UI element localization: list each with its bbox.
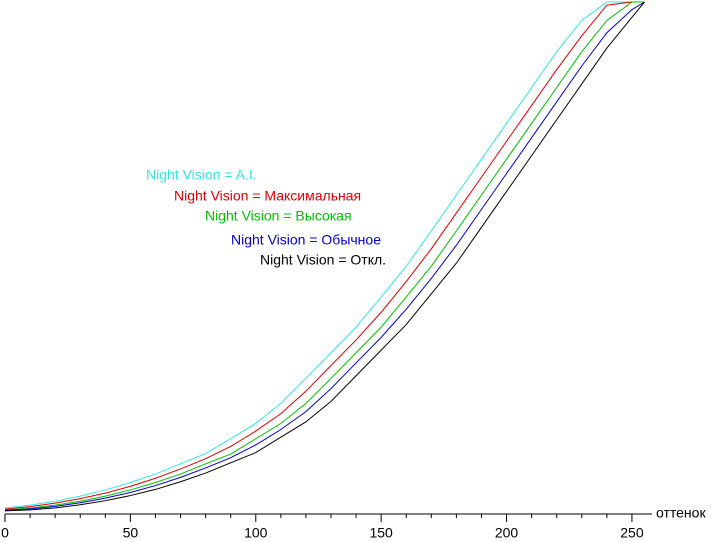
legend-label: Night Vision = Высокая xyxy=(205,208,352,224)
x-tick-label: 50 xyxy=(123,525,139,541)
x-tick-label: 250 xyxy=(620,525,644,541)
curve xyxy=(4,1,645,511)
curve xyxy=(4,1,645,510)
x-tick-label: 200 xyxy=(495,525,519,541)
x-axis-label: оттенок xyxy=(656,505,706,521)
x-tick-label: 100 xyxy=(244,525,268,541)
legend-label: Night Vision = Максимальная xyxy=(174,188,361,204)
legend-label: Night Vision = Откл. xyxy=(260,252,386,268)
curve xyxy=(4,1,645,509)
x-tick-label: 0 xyxy=(1,525,9,541)
curve xyxy=(4,1,645,511)
legend-label: Night Vision = A.I. xyxy=(146,167,257,183)
legend-label: Night Vision = Обычное xyxy=(231,232,381,248)
x-tick-label: 150 xyxy=(369,525,393,541)
curve xyxy=(4,1,645,512)
